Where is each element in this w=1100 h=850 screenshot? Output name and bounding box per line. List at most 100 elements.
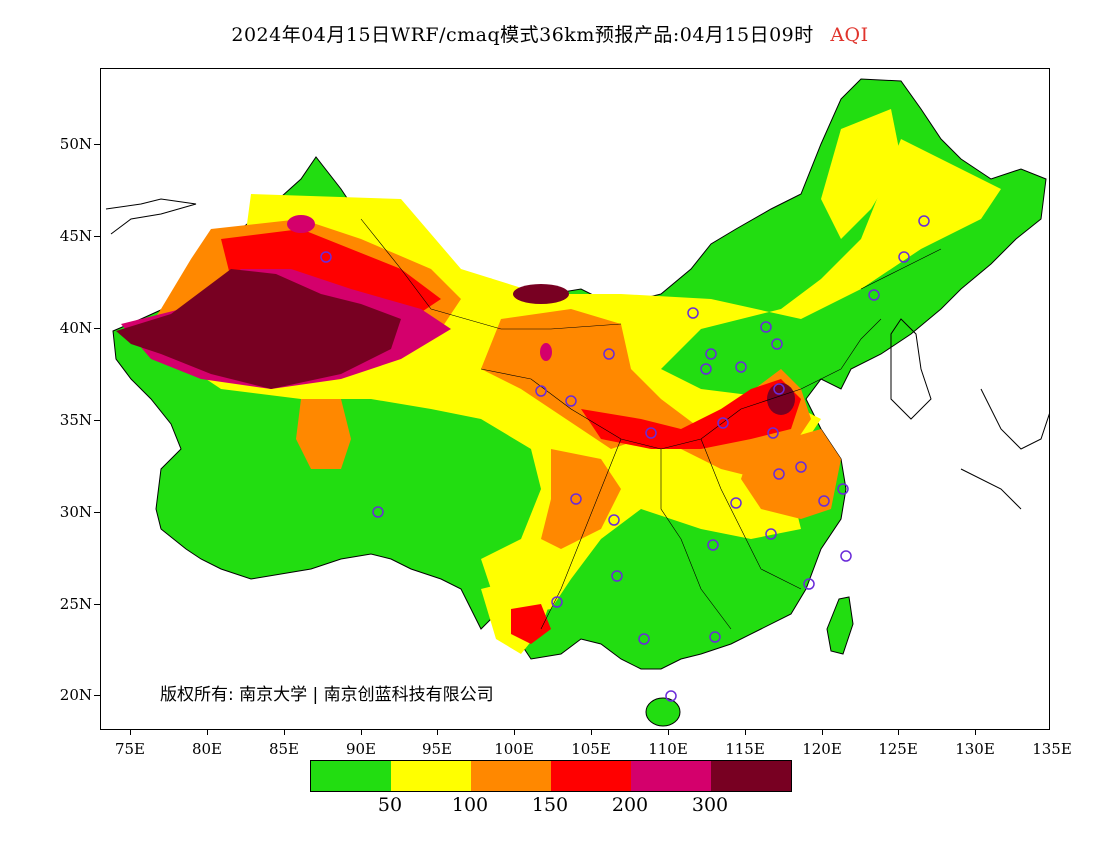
legend-swatch	[711, 761, 791, 791]
x-tick-mark	[130, 730, 131, 735]
station-marker	[700, 363, 712, 375]
x-tick-mark	[745, 730, 746, 735]
station-marker	[535, 385, 547, 397]
aqi-zone-red-southwest	[511, 604, 551, 644]
aqi-zone-red-central	[581, 379, 801, 449]
x-tick-label: 105E	[571, 740, 611, 758]
x-tick-mark	[437, 730, 438, 735]
copyright-text: 版权所有: 南京大学 | 南京创蓝科技有限公司	[160, 685, 494, 705]
x-tick-label: 110E	[648, 740, 688, 758]
variable-label: AQI	[830, 24, 869, 46]
legend-label: 50	[377, 794, 403, 816]
aqi-hotspot-north	[513, 284, 569, 304]
y-tick-mark	[94, 236, 100, 237]
y-tick-label: 45N	[59, 227, 92, 245]
x-tick-mark	[361, 730, 362, 735]
x-tick-mark	[514, 730, 515, 735]
y-tick-mark	[94, 512, 100, 513]
x-tick-label: 120E	[802, 740, 842, 758]
legend-swatch	[471, 761, 551, 791]
station-marker	[767, 427, 779, 439]
y-tick-label: 35N	[59, 411, 92, 429]
legend-swatch	[391, 761, 471, 791]
station-marker	[611, 570, 623, 582]
y-tick-mark	[94, 420, 100, 421]
station-marker	[760, 321, 772, 333]
y-tick-label: 30N	[59, 503, 92, 521]
x-tick-mark	[898, 730, 899, 735]
legend-label: 150	[531, 794, 569, 816]
station-marker	[773, 383, 785, 395]
aqi-zone-orange-tibet	[296, 399, 351, 469]
x-tick-mark	[284, 730, 285, 735]
station-marker	[603, 348, 615, 360]
x-tick-label: 90E	[345, 740, 377, 758]
y-tick-label: 50N	[59, 135, 92, 153]
aqi-hotspot-dzungaria	[287, 215, 315, 233]
station-marker	[765, 528, 777, 540]
aqi-zone-orange-east	[741, 429, 841, 519]
station-marker	[898, 251, 910, 263]
y-tick-label: 40N	[59, 319, 92, 337]
x-tick-label: 85E	[268, 740, 300, 758]
legend-swatch	[551, 761, 631, 791]
legend-label: 300	[691, 794, 729, 816]
x-tick-label: 125E	[878, 740, 918, 758]
station-marker	[320, 251, 332, 263]
x-tick-mark	[668, 730, 669, 735]
x-tick-label: 95E	[421, 740, 453, 758]
y-tick-mark	[94, 695, 100, 696]
station-marker	[837, 483, 849, 495]
y-tick-mark	[94, 604, 100, 605]
station-marker	[372, 506, 384, 518]
aqi-zone-yellow-northeast	[821, 109, 901, 239]
station-marker	[773, 468, 785, 480]
station-marker	[570, 493, 582, 505]
x-tick-label: 135E	[1032, 740, 1072, 758]
x-tick-label: 115E	[725, 740, 765, 758]
legend-swatch	[311, 761, 391, 791]
station-marker	[795, 461, 807, 473]
title-text: 2024年04月15日WRF/cmaq模式36km预报产品:04月15日09时	[231, 24, 814, 46]
province-borders	[360, 218, 942, 630]
x-tick-mark	[822, 730, 823, 735]
map-frame[interactable]	[100, 68, 1050, 730]
station-marker	[665, 690, 677, 702]
station-marker	[735, 361, 747, 373]
station-marker	[771, 338, 783, 350]
china-aqi-map	[105, 78, 1049, 727]
legend-label: 200	[611, 794, 649, 816]
station-marker	[918, 215, 930, 227]
station-marker	[803, 578, 815, 590]
x-tick-mark	[207, 730, 208, 735]
x-tick-mark	[975, 730, 976, 735]
station-marker	[565, 395, 577, 407]
y-tick-label: 20N	[59, 686, 92, 704]
station-marker	[818, 495, 830, 507]
aqi-hotspot-lanzhou	[540, 343, 552, 361]
station-marker	[707, 539, 719, 551]
x-tick-label: 80E	[191, 740, 223, 758]
station-marker	[608, 514, 620, 526]
y-tick-mark	[94, 144, 100, 145]
station-marker	[840, 550, 852, 562]
x-tick-mark	[591, 730, 592, 735]
x-tick-label: 75E	[114, 740, 146, 758]
legend-swatch	[631, 761, 711, 791]
coastline-korea	[890, 318, 932, 420]
aqi-zone-darkred-tarim	[116, 269, 401, 389]
station-marker	[709, 631, 721, 643]
station-marker	[551, 596, 563, 608]
station-marker	[868, 289, 880, 301]
station-marker	[687, 307, 699, 319]
y-tick-mark	[94, 328, 100, 329]
station-marker	[645, 427, 657, 439]
hainan-island	[645, 697, 681, 727]
coastline-japan	[960, 388, 1049, 510]
station-marker	[638, 633, 650, 645]
legend-label: 100	[451, 794, 489, 816]
taiwan-island	[826, 596, 854, 655]
y-tick-label: 25N	[59, 595, 92, 613]
x-tick-label: 130E	[955, 740, 995, 758]
station-marker	[717, 417, 729, 429]
